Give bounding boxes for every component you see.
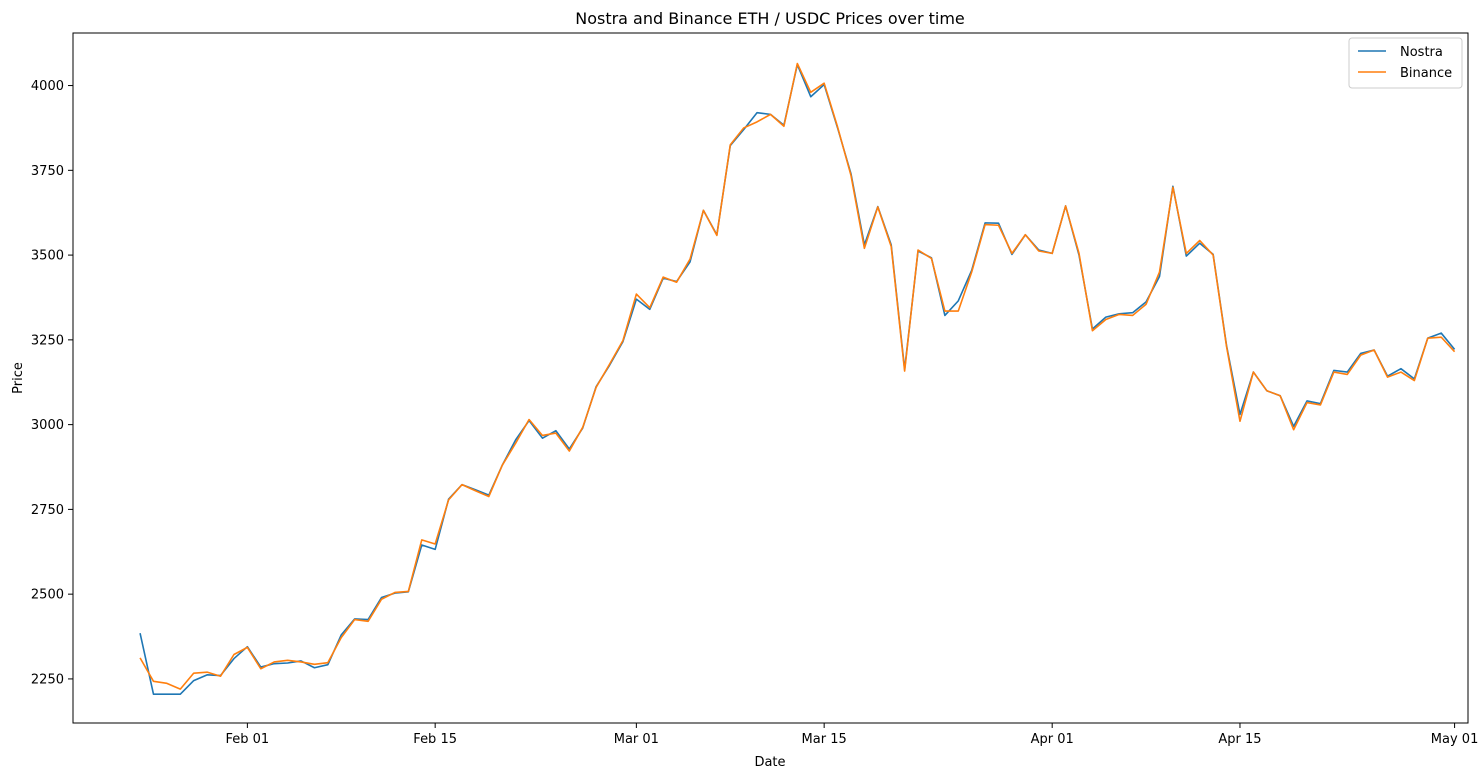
x-tick-label: May 01 <box>1431 732 1479 747</box>
x-tick-label: Feb 15 <box>413 732 457 747</box>
x-axis: Feb 01 Feb 15 Mar 01 Mar 15 Apr 01 Apr 15 May … <box>226 723 1479 747</box>
x-axis-label: Date <box>754 755 785 770</box>
y-axis-label: Price <box>11 362 26 394</box>
y-tick-label: 3500 <box>31 249 64 264</box>
y-tick-label: 2750 <box>31 503 64 518</box>
y-axis: 2250 2500 2750 3000 3250 3500 3750 4000 <box>31 79 73 687</box>
series-line-binance <box>139 62 1456 690</box>
y-tick-label: 3250 <box>31 333 64 348</box>
legend-label-nostra: Nostra <box>1400 45 1443 60</box>
series-layer <box>139 62 1456 695</box>
legend: Nostra Binance <box>1348 37 1463 89</box>
series-line-nostra <box>139 63 1456 695</box>
chart-title: Nostra and Binance ETH / USDC Prices ove… <box>575 9 965 28</box>
x-tick-label: Mar 01 <box>614 732 659 747</box>
x-tick-label: Apr 01 <box>1031 732 1074 747</box>
y-tick-label: 3750 <box>31 164 64 179</box>
y-tick-label: 2500 <box>31 588 64 603</box>
plot-area-frame <box>72 32 1469 724</box>
x-tick-label: Apr 15 <box>1218 732 1261 747</box>
legend-label-binance: Binance <box>1400 66 1452 81</box>
y-tick-label: 2250 <box>31 672 64 687</box>
x-tick-label: Feb 01 <box>226 732 270 747</box>
y-tick-label: 4000 <box>31 79 64 94</box>
x-tick-label: Mar 15 <box>802 732 847 747</box>
y-tick-label: 3000 <box>31 418 64 433</box>
